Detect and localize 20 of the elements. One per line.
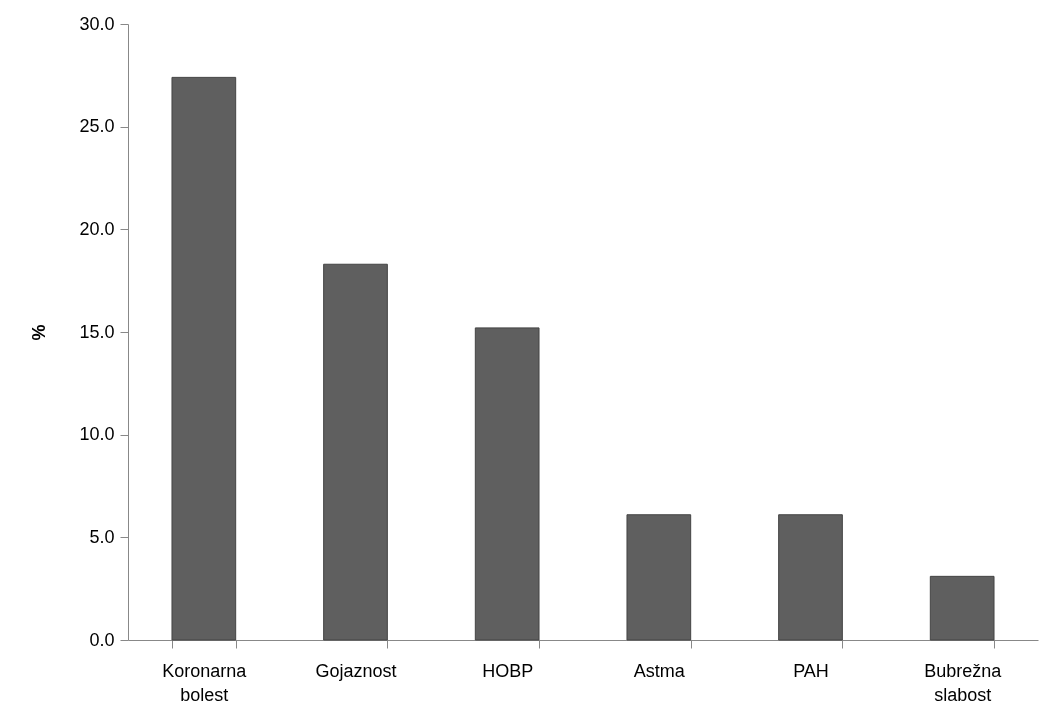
bar bbox=[778, 514, 843, 641]
y-tick-label: 10.0 bbox=[79, 424, 115, 445]
y-tick-label: 20.0 bbox=[79, 218, 115, 239]
x-tick-label: PAH bbox=[793, 660, 829, 681]
y-tick-label: 30.0 bbox=[79, 13, 115, 34]
y-axis-title: % bbox=[29, 324, 50, 341]
bar bbox=[474, 327, 540, 641]
bar bbox=[323, 263, 388, 641]
y-tick-label: 15.0 bbox=[79, 321, 115, 342]
bar bbox=[171, 76, 237, 641]
x-tick-label: HOBP bbox=[482, 660, 534, 681]
y-tick-label: 5.0 bbox=[89, 526, 115, 547]
y-tick-label: 0.0 bbox=[89, 629, 115, 650]
x-tick-label: Bubrežna slabost bbox=[924, 660, 1003, 705]
y-tick-label: 25.0 bbox=[79, 116, 115, 137]
bar bbox=[929, 575, 995, 641]
x-tick-label: Astma bbox=[633, 660, 686, 681]
x-tick-label: Koronarna bolest bbox=[162, 660, 248, 705]
x-tick-label: Gojaznost bbox=[315, 660, 397, 681]
bar bbox=[626, 514, 692, 641]
